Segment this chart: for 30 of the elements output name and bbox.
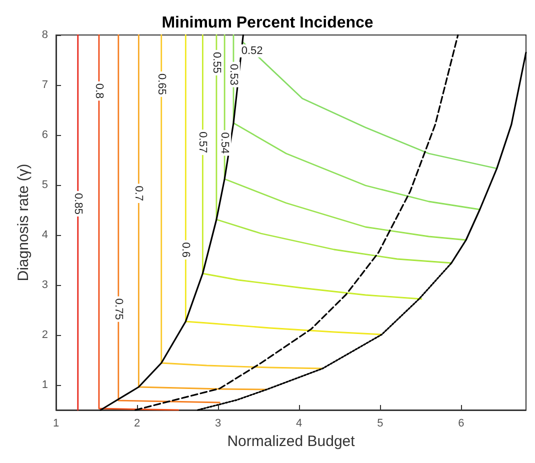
x-tick-label: 6 <box>458 418 464 430</box>
x-tick-label: 2 <box>134 418 140 430</box>
y-tick-label: 7 <box>42 79 48 91</box>
x-tick-label: 4 <box>296 418 302 430</box>
y-tick-label: 1 <box>42 379 48 391</box>
text: 0.6 <box>180 242 192 258</box>
x-tick-label: 1 <box>52 418 60 430</box>
y-tick-label: 2 <box>42 329 48 341</box>
text: 0.54 <box>218 132 231 154</box>
y-tick-label: 5 <box>42 179 48 191</box>
x-axis-title: Normalized Budget <box>227 433 356 450</box>
y-axis-title: Diagnosis rate (γ) <box>15 164 32 282</box>
text: 0.55 <box>210 52 222 74</box>
text: 0.7 <box>132 186 145 202</box>
chart-title: Minimum Percent Incidence <box>162 14 374 32</box>
y-tick-label: 8 <box>42 29 48 41</box>
line-series <box>242 42 498 170</box>
text: 0.75 <box>112 298 124 320</box>
text: 0.85 <box>72 193 84 214</box>
text: 0.57 <box>196 132 209 154</box>
y-tick-label: 4 <box>42 229 48 241</box>
y-tick-label: 3 <box>42 279 48 291</box>
x-tick-label: 5 <box>377 418 384 430</box>
y-tick-label: 6 <box>42 129 48 141</box>
x-tick-label: 3 <box>215 418 222 430</box>
text: 0.53 <box>227 64 240 86</box>
series-label: 0.52 <box>241 44 263 57</box>
text: 0.8 <box>92 83 105 99</box>
text: 0.65 <box>155 73 168 95</box>
line-series <box>134 34 459 411</box>
